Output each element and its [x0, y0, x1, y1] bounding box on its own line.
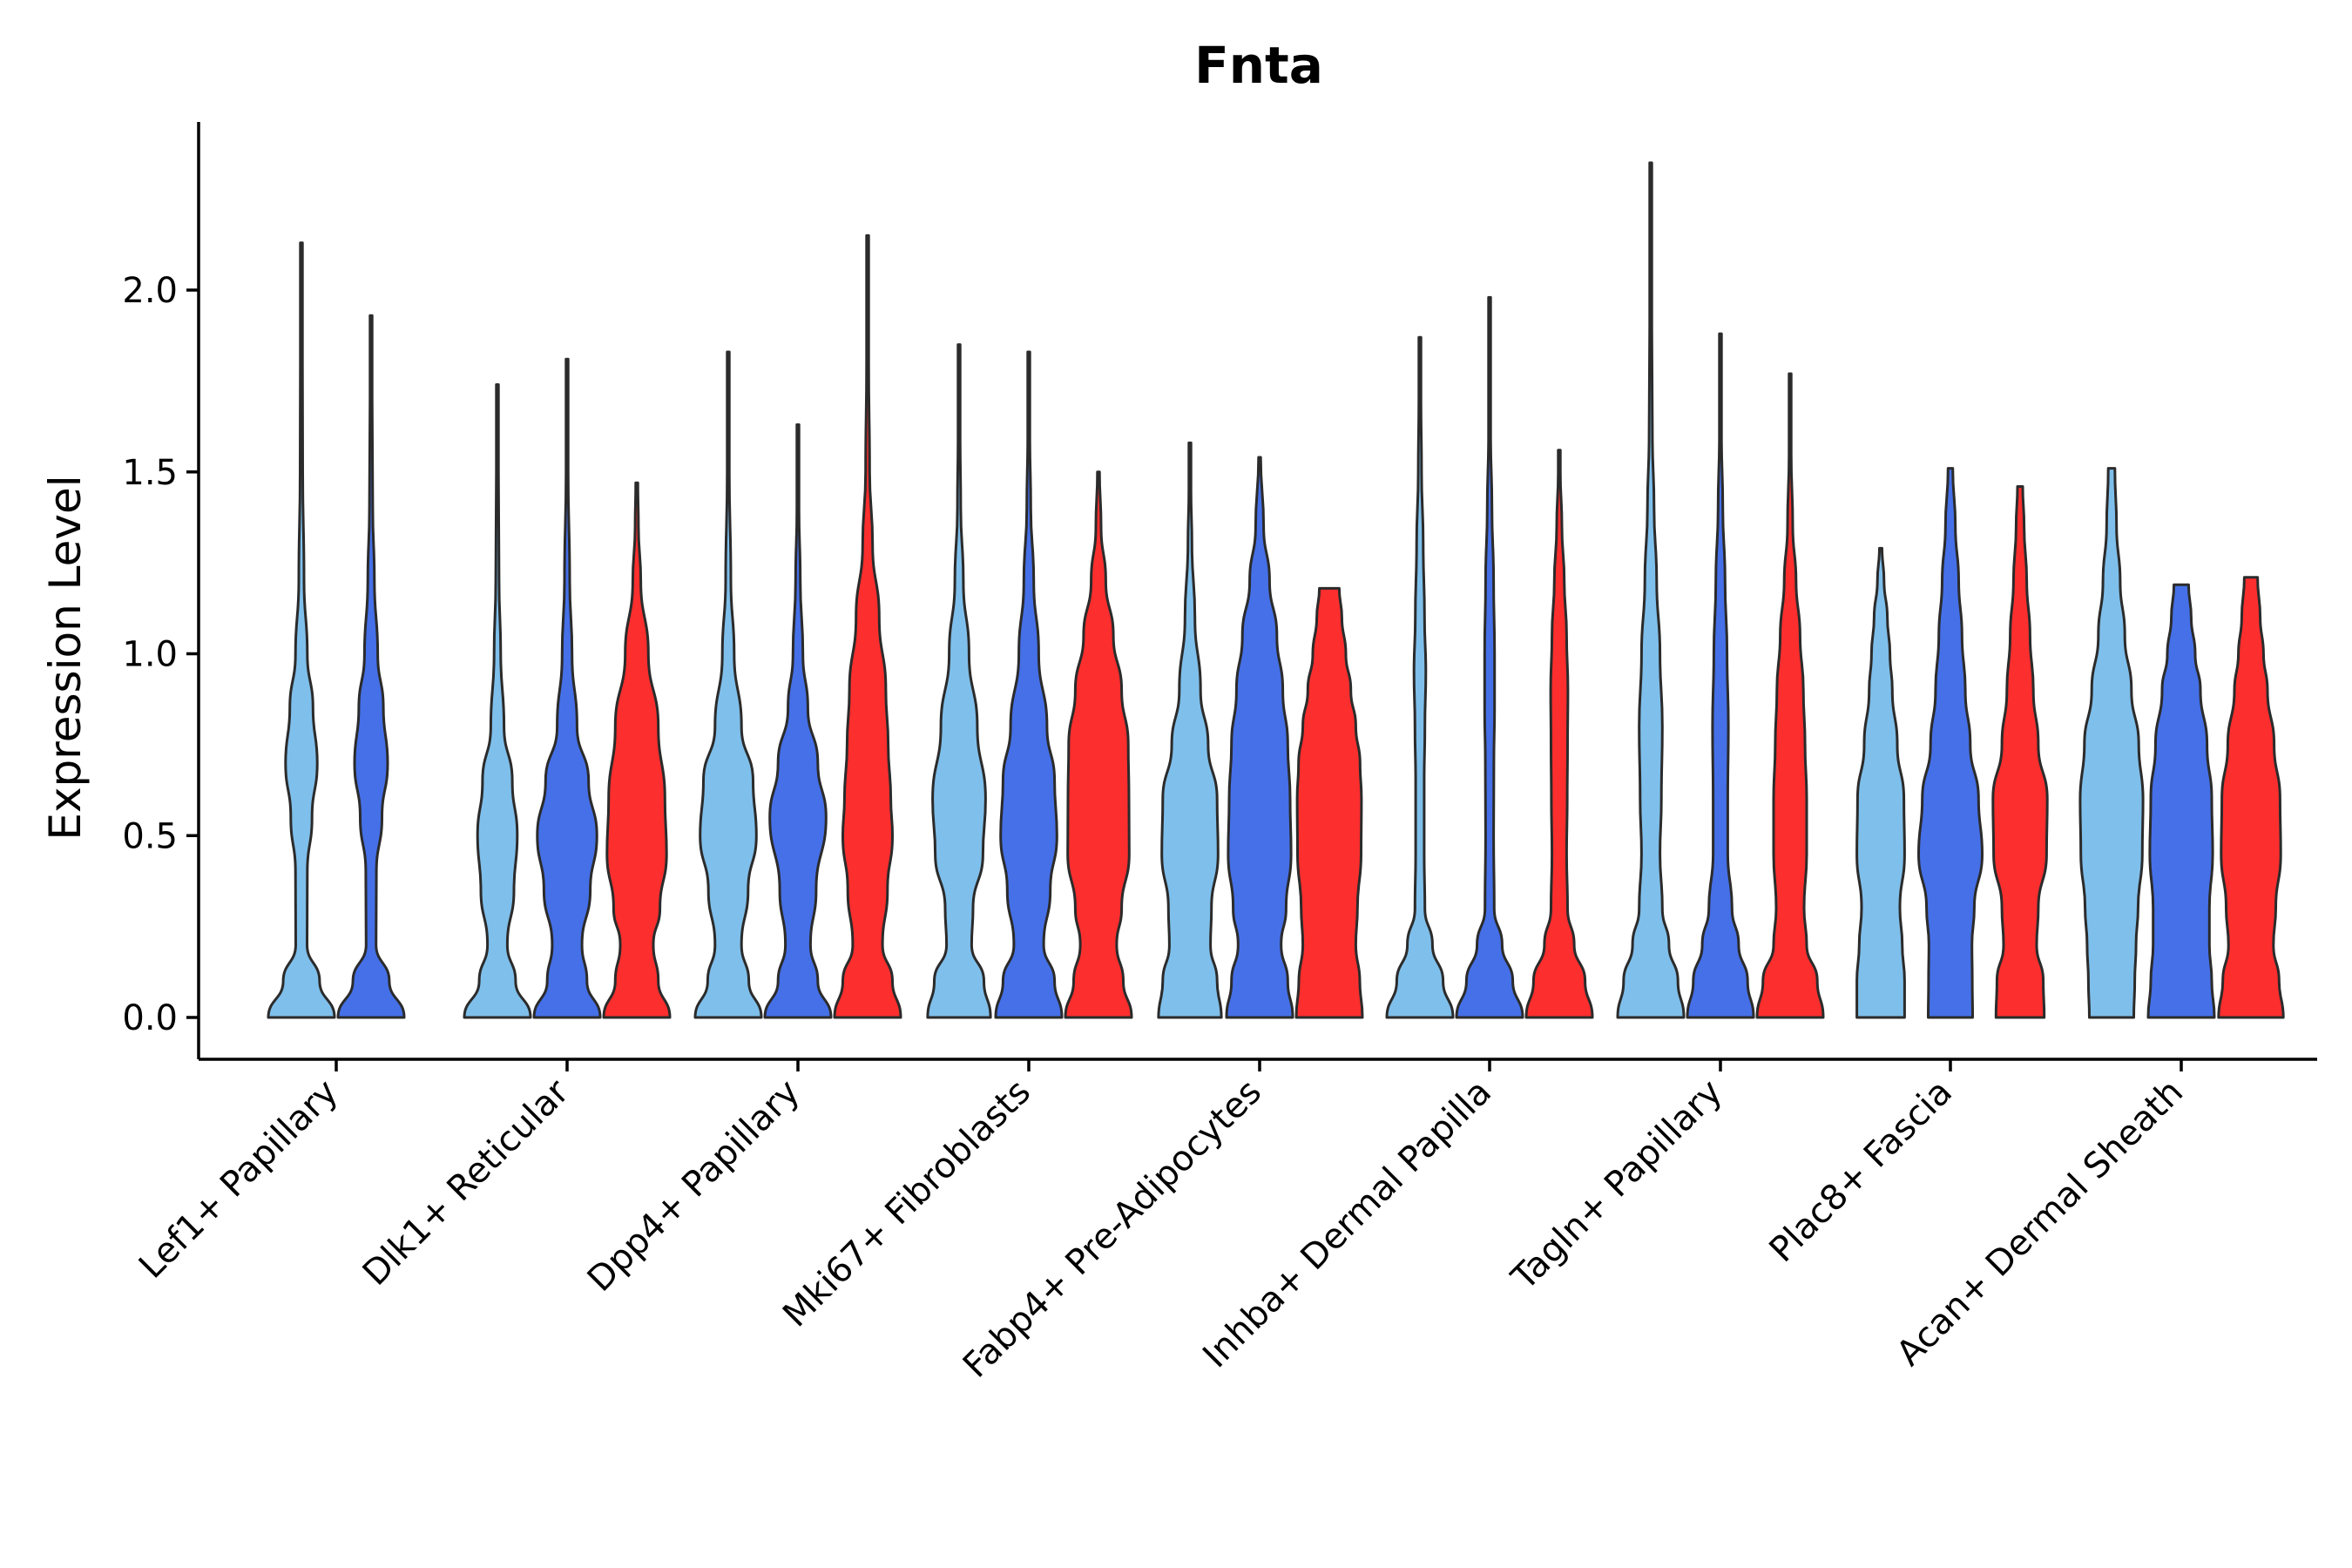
violin-9-1: [2078, 467, 2145, 1019]
violin-7-1: [1616, 161, 1686, 1019]
violin-7-2: [1686, 332, 1755, 1019]
violin-2-3: [602, 481, 672, 1019]
violin-8-2: [1917, 467, 1984, 1019]
y-tick-label: 1.5: [122, 453, 178, 493]
violin-5-2: [1225, 456, 1294, 1019]
y-tick-label: 2.0: [122, 271, 178, 311]
x-category-label: Lef1+ Papillary: [132, 1072, 346, 1287]
violin-3-1: [693, 350, 763, 1019]
violin-4-1: [926, 343, 992, 1019]
x-category-label: Dlk1+ Reticular: [355, 1071, 578, 1294]
y-tick-label: 1.0: [122, 635, 178, 675]
violin-2-2: [532, 357, 602, 1019]
violin-1-1: [267, 241, 336, 1019]
violins-layer: [267, 161, 2285, 1019]
violin-8-1: [1855, 546, 1906, 1019]
violin-8-3: [1991, 485, 2049, 1019]
y-tick-label: 0.0: [122, 998, 178, 1038]
x-category-label: Plac8+ Fascia: [1762, 1072, 1961, 1271]
y-tick-label: 0.5: [122, 816, 178, 856]
violin-1-2: [336, 314, 406, 1019]
violin-4-3: [1064, 470, 1133, 1019]
axes-layer: 0.0 0.5 1.0 1.5 2.0 Lef1+ Papillary Dlk1+ Reti…: [122, 122, 2317, 1386]
violin-7-3: [1755, 372, 1825, 1019]
violin-3-2: [763, 423, 833, 1019]
x-category-label: Mki67+ Fibroblasts: [775, 1072, 1038, 1335]
violin-6-2: [1455, 295, 1524, 1019]
violin-6-3: [1524, 449, 1594, 1019]
x-category-label: Tagln+ Papillary: [1504, 1072, 1730, 1299]
x-category-label: Dpp4+ Papillary: [580, 1072, 808, 1300]
violin-4-2: [994, 350, 1064, 1019]
violin-5-3: [1294, 586, 1364, 1019]
violin-3-3: [833, 233, 902, 1019]
chart-title: Fnta: [1194, 36, 1323, 95]
violin-9-3: [2217, 576, 2285, 1019]
violin-6-1: [1385, 335, 1455, 1019]
violin-2-1: [463, 383, 532, 1019]
violin-9-2: [2146, 583, 2216, 1019]
violin-5-1: [1157, 441, 1223, 1019]
y-axis-label: Expression Level: [40, 475, 91, 840]
